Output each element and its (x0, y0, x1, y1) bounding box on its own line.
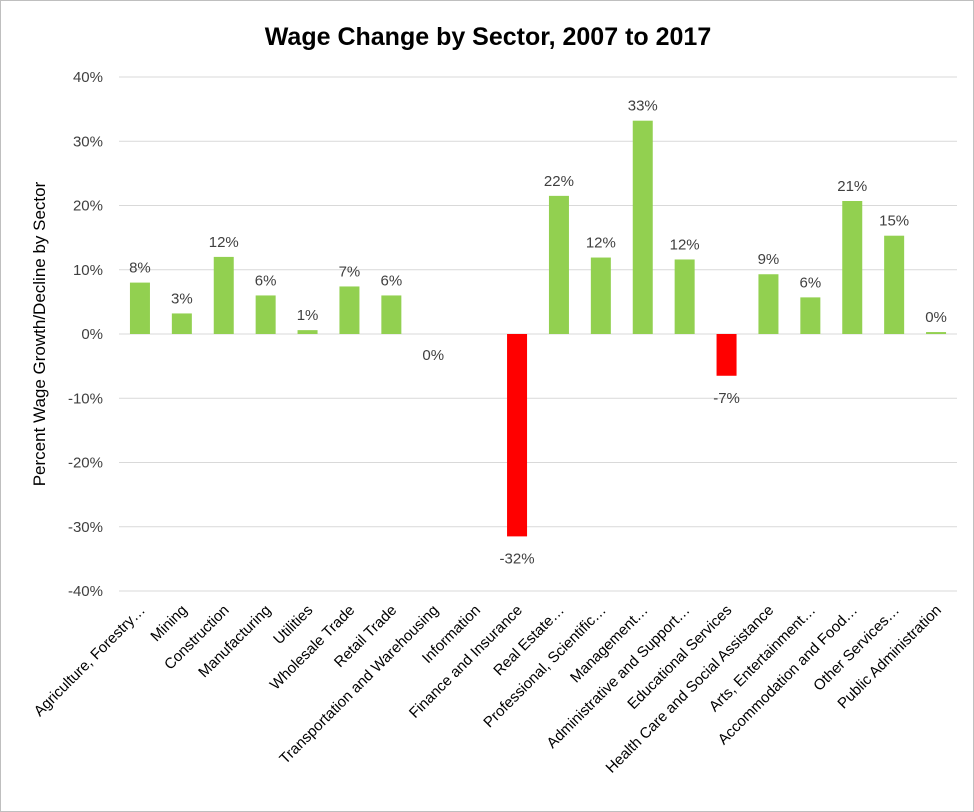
data-label: 3% (171, 290, 193, 307)
data-label: 1% (297, 307, 319, 324)
bar (381, 295, 402, 334)
y-tick-label: 0% (81, 326, 103, 343)
y-tick-label: -20% (68, 455, 103, 472)
bar (632, 120, 653, 334)
y-tick-label: -30% (68, 519, 103, 536)
y-axis-label: Percent Wage Growth/Decline by Sector (30, 181, 49, 486)
y-tick-label: -10% (68, 390, 103, 407)
data-label: 6% (381, 272, 403, 289)
bar (758, 274, 779, 334)
y-tick-label: 40% (73, 69, 103, 86)
data-label: 12% (209, 234, 239, 251)
y-tick-label: 10% (73, 262, 103, 279)
data-label: 6% (800, 274, 822, 291)
data-label: 8% (129, 260, 151, 277)
y-tick-label: -40% (68, 583, 103, 600)
gridlines (119, 76, 957, 592)
bar (129, 282, 150, 334)
data-label: 7% (339, 263, 361, 280)
bar (884, 235, 905, 334)
y-tick-label: 20% (73, 198, 103, 215)
bar (674, 259, 695, 334)
data-label: -32% (500, 550, 535, 567)
bar (297, 330, 318, 334)
bar (842, 201, 863, 334)
bar (716, 334, 737, 376)
bar (800, 297, 821, 334)
data-label: 12% (586, 235, 616, 252)
bar (548, 195, 569, 334)
x-tick-label: Manufacturing (195, 602, 274, 681)
data-label: 22% (544, 173, 574, 190)
x-category-labels: Agriculture, Forestry…MiningConstruction… (31, 602, 945, 777)
data-label: 21% (837, 178, 867, 195)
bars (129, 120, 947, 537)
bar (171, 313, 192, 334)
y-tick-labels: 40% 30% 20% 10% 0% -10% -20% -30% -40% (68, 69, 103, 600)
data-label: 33% (628, 98, 658, 115)
data-label: 0% (422, 347, 444, 364)
bar (926, 332, 947, 334)
bar (590, 257, 611, 334)
data-label: 0% (925, 309, 947, 326)
data-label: 15% (879, 213, 909, 230)
data-labels: 8% 3% 12% 6% 1% 7% 6% 0% -32% 22% 12% 33% 12% -7% 9% 6%… (129, 98, 947, 568)
data-label: -7% (713, 390, 740, 407)
bar (213, 256, 234, 334)
bar (507, 334, 528, 537)
y-tick-label: 30% (73, 133, 103, 150)
data-label: 6% (255, 272, 277, 289)
bar (255, 295, 276, 334)
x-tick-label: Agriculture, Forestry… (31, 602, 149, 720)
chart-title: Wage Change by Sector, 2007 to 2017 (265, 23, 711, 51)
bar (339, 286, 360, 334)
data-label: 9% (758, 251, 780, 268)
data-label: 12% (670, 236, 700, 253)
